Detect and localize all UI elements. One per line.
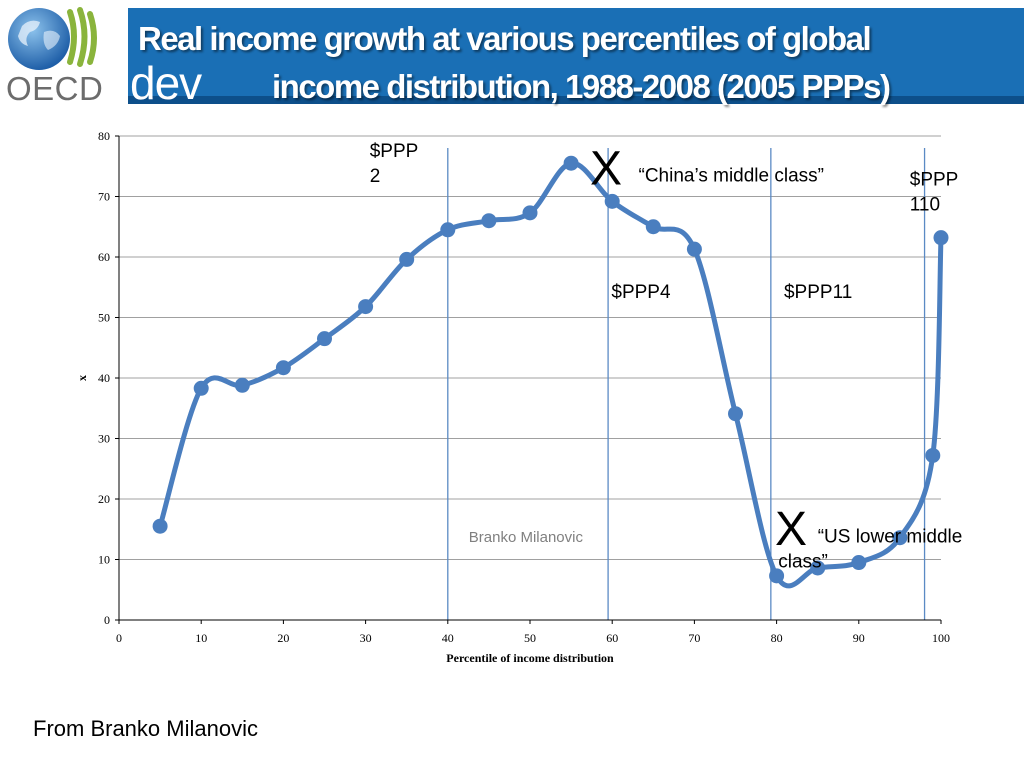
data-point-30 — [358, 299, 374, 315]
annotation-3: $PPP 110 — [910, 170, 959, 216]
y-tick-label-40: 40 — [98, 371, 110, 385]
x-tick-label-0: 0 — [116, 631, 122, 645]
x-tick-label-100: 100 — [932, 631, 950, 645]
y-tick-label-30: 30 — [98, 432, 110, 446]
annotation-7: “US lower middle class” — [778, 527, 962, 573]
annotation-1: X — [590, 142, 622, 195]
header-bar — [128, 8, 1024, 104]
annotations: $PPP 2 X “China’s middle class” $PPP 110 $PPP4… — [370, 141, 963, 572]
y-tick-label-0: 0 — [104, 613, 110, 627]
data-point-25 — [317, 331, 332, 347]
data-point-35 — [399, 251, 415, 267]
data-point-10 — [193, 380, 209, 396]
x-tick-label-10: 10 — [195, 631, 207, 645]
footer-credit: From Branko Milanovic — [33, 716, 258, 741]
data-point-45 — [481, 213, 497, 229]
x-tick-label-90: 90 — [853, 631, 865, 645]
slide-title-line1: Real income growth at various percentile… — [138, 20, 872, 57]
data-point-20 — [275, 360, 291, 376]
data-point-50 — [522, 205, 538, 221]
y-tick-label-80: 80 — [98, 129, 110, 143]
data-point-55 — [563, 155, 579, 171]
series-line — [157, 160, 944, 589]
data-point-85 — [810, 560, 826, 576]
data-point-95 — [892, 530, 908, 546]
header-strip — [128, 96, 1024, 104]
annotation-6: X — [775, 503, 807, 556]
annotation-2: “China’s middle class” — [639, 165, 825, 186]
data-point-100 — [933, 230, 949, 246]
x-tick-label-20: 20 — [277, 631, 289, 645]
oecd-logo-icon — [8, 7, 97, 70]
data-point-5 — [152, 518, 168, 534]
data-point-15 — [234, 377, 250, 393]
annotation-0: $PPP 2 — [370, 141, 419, 187]
data-point-90 — [851, 555, 867, 571]
x-tick-label-50: 50 — [524, 631, 536, 645]
oecd-logo — [4, 4, 116, 108]
annotation-4: $PPP4 — [611, 282, 671, 303]
data-point-80 — [769, 568, 785, 584]
oecd-logo-wordmark: OECD — [6, 70, 104, 107]
y-tick-label-50: 50 — [98, 311, 110, 325]
dev-logo-text: dev — [130, 57, 202, 109]
y-tick-label-20: 20 — [98, 492, 110, 506]
slide-title-line2: income distribution, 1988-2008 (2005 PPP… — [272, 68, 891, 105]
grid-lines — [119, 135, 941, 560]
x-tick-label-70: 70 — [688, 631, 700, 645]
data-point-99 — [925, 447, 941, 463]
y-tick-label-60: 60 — [98, 250, 110, 264]
data-points — [152, 155, 949, 584]
data-point-60 — [604, 193, 620, 209]
data-point-70 — [686, 241, 702, 257]
data-point-40 — [440, 222, 456, 238]
y-axis-label: x — [75, 375, 89, 381]
x-tick-label-80: 80 — [771, 631, 783, 645]
data-point-65 — [645, 219, 661, 235]
axes: 0 10 20 30 40 50 60 70 80 0 10 20 30 40 50 60 70 80 90 100 — [98, 129, 950, 645]
annotation-5: $PPP11 — [784, 282, 852, 303]
x-tick-label-60: 60 — [606, 631, 618, 645]
y-tick-label-70: 70 — [98, 190, 110, 204]
x-tick-label-30: 30 — [360, 631, 372, 645]
data-point-75 — [728, 406, 743, 422]
x-axis-label: Percentile of income distribution — [446, 651, 614, 665]
watermark: Branko Milanovic — [469, 529, 584, 546]
y-tick-label-10: 10 — [98, 553, 110, 567]
x-tick-label-40: 40 — [442, 631, 454, 645]
